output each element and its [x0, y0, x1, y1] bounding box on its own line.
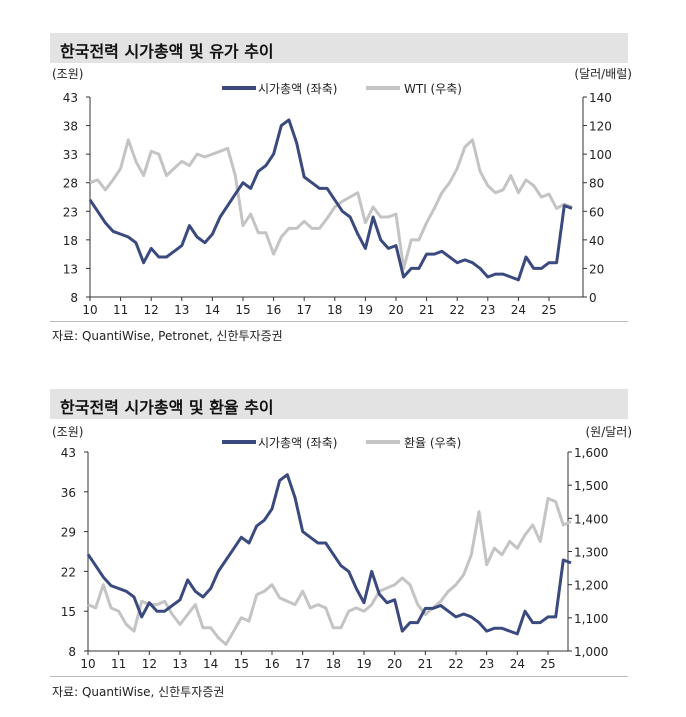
chart1-title-bar: 한국전력 시가총액 및 유가 추이: [50, 33, 628, 63]
y-right-tick-label: 100: [589, 148, 612, 162]
x-tick-label: 24: [511, 303, 526, 317]
y-right-tick-label: 40: [589, 234, 604, 248]
y-right-tick-label: 1,200: [574, 579, 608, 593]
y-left-tick-label: 15: [61, 605, 76, 619]
legend-label-right: 환율 (우축): [404, 436, 461, 450]
y-left-tick-label: 43: [61, 446, 76, 460]
x-tick-label: 10: [82, 303, 97, 317]
x-tick-label: 11: [113, 303, 128, 317]
y-left-tick-label: 29: [61, 526, 76, 540]
series-right-axis-line: [89, 138, 573, 270]
x-tick-label: 23: [480, 303, 495, 317]
x-tick-label: 10: [80, 657, 95, 671]
y-right-tick-label: 1,100: [574, 612, 608, 626]
series-market-cap-line: [88, 118, 573, 282]
y-left-tick-label: 23: [63, 205, 78, 219]
y-right-tick-label: 120: [589, 120, 612, 134]
x-tick-label: 22: [448, 657, 463, 671]
x-tick-label: 12: [144, 303, 159, 317]
chart1-svg: 43 38 33 28 23 18 13 8 140 120 100 80 60 40 20 0 10 11 12 1…: [52, 67, 632, 317]
y-right-tick-label: 1,000: [574, 645, 608, 659]
y-right-tick-label: 20: [589, 262, 604, 276]
y-left-tick-label: 22: [61, 565, 76, 579]
x-tick-label: 14: [203, 657, 218, 671]
x-tick-label: 11: [111, 657, 126, 671]
y-right-tick-label: 1,300: [574, 546, 608, 560]
x-tick-label: 17: [295, 657, 310, 671]
y-left-tick-label: 8: [70, 291, 78, 305]
y-left-tick-label: 28: [63, 177, 78, 191]
chart1-title: 한국전력 시가총액 및 유가 추이: [60, 42, 274, 61]
y-right-tick-label: 1,500: [574, 479, 608, 493]
y-left-tick-label: 18: [63, 234, 78, 248]
y-left-tick-label: 36: [61, 486, 76, 500]
left-unit-label: (조원): [52, 67, 83, 81]
x-tick-label: 13: [172, 657, 187, 671]
x-tick-label: 18: [326, 657, 341, 671]
y-left-tick-label: 33: [63, 148, 78, 162]
x-tick-label: 19: [358, 303, 373, 317]
y-right-tick-label: 140: [589, 91, 612, 105]
x-tick-label: 21: [418, 657, 433, 671]
y-right-tick-label: 1,600: [574, 446, 608, 460]
x-tick-label: 23: [479, 657, 494, 671]
series-right-axis-line: [87, 496, 572, 646]
chart2-title: 한국전력 시가총액 및 환율 추이: [60, 398, 274, 417]
series-market-cap-line: [86, 473, 572, 636]
y-left-tick-label: 8: [68, 645, 76, 659]
x-tick-label: 15: [235, 303, 250, 317]
x-tick-label: 14: [205, 303, 220, 317]
y-right-tick-label: 60: [589, 205, 604, 219]
y-right-tick-label: 0: [589, 291, 597, 305]
x-tick-label: 20: [387, 657, 402, 671]
x-tick-label: 21: [419, 303, 434, 317]
y-right-tick-label: 80: [589, 177, 604, 191]
y-left-tick-label: 13: [63, 262, 78, 276]
right-unit-label: (달러/배럴): [574, 67, 632, 81]
x-tick-label: 24: [510, 657, 525, 671]
x-tick-label: 15: [234, 657, 249, 671]
chart2-svg: 43 36 29 22 15 8 1,600 1,500 1,400 1,300 1,200 1,10…: [52, 425, 632, 671]
chart1-source: 자료: QuantiWise, Petronet, 신한투자증권: [52, 329, 283, 343]
y-left-tick-label: 38: [63, 120, 78, 134]
x-tick-label: 20: [388, 303, 403, 317]
right-unit-label: (원/달러): [585, 425, 632, 439]
chart2-title-bar: 한국전력 시가총액 및 환율 추이: [50, 389, 628, 419]
x-tick-label: 12: [142, 657, 157, 671]
y-right-tick-label: 1,400: [574, 512, 608, 526]
x-tick-label: 25: [541, 303, 556, 317]
chart1-divider: [50, 321, 628, 322]
y-left-tick-label: 43: [63, 91, 78, 105]
x-tick-label: 13: [174, 303, 189, 317]
legend-label-left: 시가총액 (좌축): [258, 82, 337, 96]
left-unit-label: (조원): [52, 425, 83, 439]
x-tick-label: 16: [266, 303, 281, 317]
x-tick-label: 18: [327, 303, 342, 317]
x-tick-label: 22: [450, 303, 465, 317]
chart2-source: 자료: QuantiWise, 신한투자증권: [52, 685, 225, 699]
legend-label-right: WTI (우축): [404, 82, 462, 96]
x-tick-label: 19: [356, 657, 371, 671]
x-tick-label: 25: [540, 657, 555, 671]
x-tick-label: 16: [264, 657, 279, 671]
x-tick-label: 17: [297, 303, 312, 317]
legend-label-left: 시가총액 (좌축): [258, 436, 337, 450]
chart2-divider: [50, 676, 628, 677]
